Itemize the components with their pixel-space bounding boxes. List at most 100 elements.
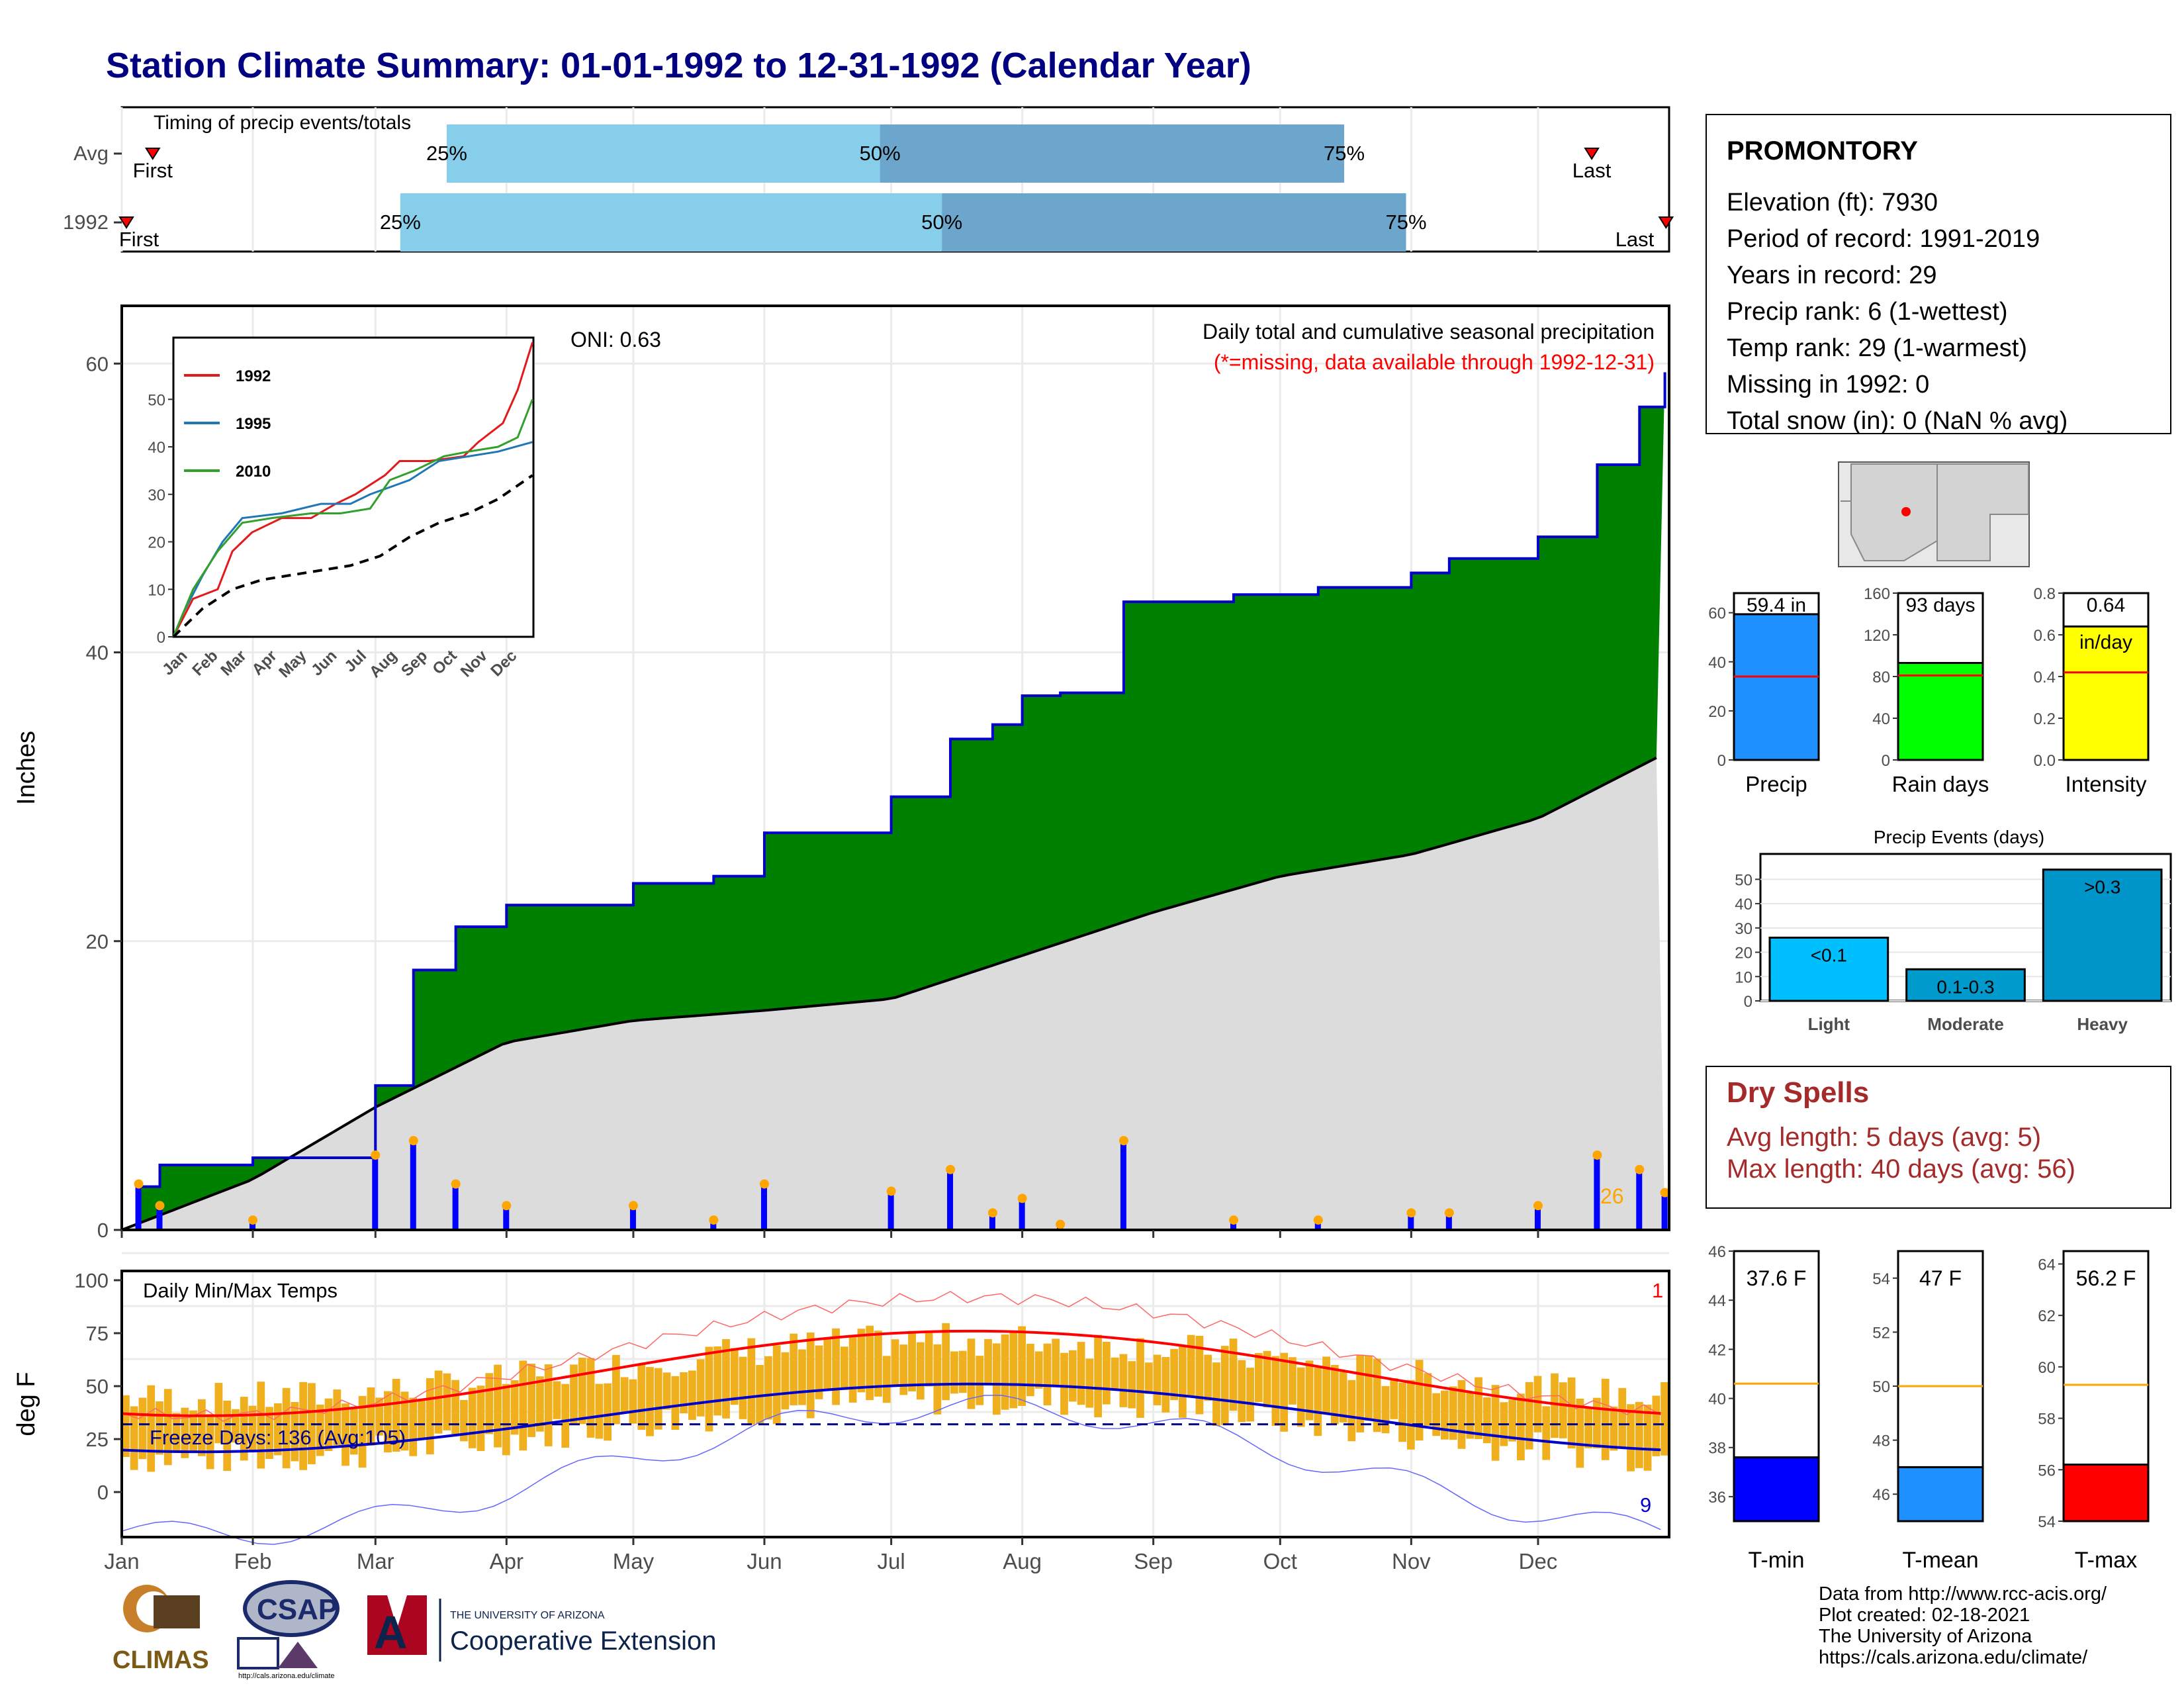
daily-temp-bar xyxy=(604,1383,612,1441)
daily-precip-marker xyxy=(1017,1194,1027,1203)
daily-precip-bar xyxy=(1019,1201,1025,1230)
daily-precip-bar xyxy=(1120,1143,1126,1230)
daily-temp-bar xyxy=(967,1338,976,1409)
daily-temp-bar xyxy=(223,1400,232,1472)
summary-tick-label: 0.2 xyxy=(2034,710,2056,728)
daily-precip-bar xyxy=(989,1215,995,1230)
daily-temp-bar xyxy=(1517,1393,1525,1461)
temp-tick-label: 36 xyxy=(1708,1489,1726,1507)
daily-precip-bar xyxy=(503,1208,510,1230)
timing-last-label: Last xyxy=(1572,159,1612,182)
daily-temp-bar xyxy=(595,1383,604,1439)
daily-temp-bar xyxy=(1153,1354,1161,1405)
climas-text: CLIMAS xyxy=(113,1646,209,1674)
daily-temp-bar xyxy=(1373,1358,1381,1432)
daily-temp-bar xyxy=(908,1331,916,1391)
daily-temp-bar xyxy=(1567,1377,1576,1449)
daily-temp-bar xyxy=(1475,1377,1482,1439)
daily-temp-bar xyxy=(857,1329,866,1393)
timing-bar-25-50 xyxy=(400,193,942,252)
daily-temp-bar xyxy=(299,1382,308,1470)
daily-temp-bar xyxy=(477,1385,485,1451)
daily-temp-bar xyxy=(1280,1352,1289,1432)
daily-temp-bar xyxy=(958,1350,967,1393)
inset-frame xyxy=(172,336,535,638)
daily-precip-marker xyxy=(1444,1208,1454,1218)
month-tick-label: Nov xyxy=(1392,1549,1431,1573)
daily-temp-bar xyxy=(510,1380,519,1435)
daily-temp-bar xyxy=(1238,1360,1246,1423)
summary-tick-label: 60 xyxy=(1708,605,1726,623)
daily-temp-bar xyxy=(1601,1378,1610,1460)
daily-temp-bar xyxy=(1119,1354,1128,1407)
y-tick-label: 60 xyxy=(86,352,109,375)
credit-line: Data from http://www.rcc-acis.org/ xyxy=(1819,1583,2107,1605)
dry-spells-box: Dry Spells Avg length: 5 days (avg: 5) M… xyxy=(1706,1066,2171,1209)
events-tick-label: 30 xyxy=(1735,920,1752,938)
precip-chart: 0 20 40 60 Inches Daily total and cumulative … xyxy=(13,305,1670,1242)
chart-heading: Daily total and cumulative seasonal prec… xyxy=(1203,320,1655,344)
daily-precip-marker xyxy=(987,1208,997,1218)
daily-temp-bar xyxy=(1593,1397,1601,1448)
daily-precip-bar xyxy=(156,1208,163,1230)
daily-temp-bar xyxy=(122,1395,130,1457)
daily-temp-bar xyxy=(1068,1350,1077,1402)
daily-temp-bar xyxy=(764,1356,772,1420)
events-title: Precip Events (days) xyxy=(1874,827,2044,847)
daily-temp-bar xyxy=(815,1345,823,1399)
daily-temp-bar xyxy=(502,1383,510,1456)
temp-tick-label: 62 xyxy=(2038,1307,2056,1325)
daily-temp-bar xyxy=(578,1358,586,1425)
daily-temp-bar xyxy=(1297,1367,1305,1427)
daily-temp-bar xyxy=(1347,1380,1356,1442)
temp-tick-label: 50 xyxy=(1872,1378,1890,1396)
daily-temp-bar xyxy=(544,1364,553,1446)
daily-temp-bar xyxy=(291,1401,299,1462)
daily-temp-bar xyxy=(1533,1376,1542,1432)
daily-temp-bar xyxy=(189,1410,197,1452)
dry-spells-avg: Avg length: 5 days (avg: 5) xyxy=(1727,1123,2042,1152)
temp-chart: 0 25 50 75 100 Jan Feb Mar Apr May Jun Jul Aug Sep Oct… xyxy=(13,1252,1670,1573)
daily-temp-bar xyxy=(392,1378,400,1452)
timing-p25-label: 25% xyxy=(380,211,421,234)
daily-temp-bar xyxy=(1161,1356,1170,1413)
summary-value-label: 59.4 in xyxy=(1747,594,1806,616)
timing-p25-label: 25% xyxy=(426,142,467,165)
daily-temp-bar xyxy=(756,1365,764,1424)
events-bar-label: >0.3 xyxy=(2084,877,2120,898)
temp-value-label: 56.2 F xyxy=(2076,1266,2136,1290)
daily-precip-marker xyxy=(628,1201,638,1211)
temp-tick-label: 42 xyxy=(1708,1341,1726,1359)
station-years: Years in record: 29 xyxy=(1727,261,1937,289)
daily-temp-bar xyxy=(713,1346,722,1416)
daily-temp-bar xyxy=(806,1333,815,1419)
daily-temp-bar xyxy=(1508,1399,1517,1442)
temp-tick-label: 56 xyxy=(2038,1462,2056,1479)
daily-temp-bar xyxy=(248,1405,257,1452)
temp-tick-label: 46 xyxy=(1708,1243,1726,1261)
daily-temp-bar xyxy=(130,1406,138,1470)
daily-temp-bar xyxy=(316,1404,324,1456)
daily-precip-marker xyxy=(1533,1201,1543,1211)
daily-temp-bar xyxy=(375,1397,384,1436)
inset-series-line xyxy=(172,399,533,637)
daily-temp-bar xyxy=(138,1397,147,1460)
cumulative-line-1992 xyxy=(122,372,1666,1231)
temp-bar xyxy=(1733,1456,1820,1523)
temp-y-tick-label: 100 xyxy=(74,1269,109,1292)
daily-temp-bar xyxy=(1449,1386,1457,1440)
inset-average-line xyxy=(172,474,533,638)
daily-precip-marker xyxy=(134,1179,144,1189)
events-bar-label: <0.1 xyxy=(1811,945,1847,966)
location-map xyxy=(1838,461,2030,567)
events-category-label: Moderate xyxy=(1927,1014,2004,1034)
daily-temp-bar xyxy=(1398,1382,1406,1442)
daily-temp-bar xyxy=(1077,1342,1085,1405)
precip-events-chart: Precip Events (days) 0 10 20 30 40 50 <0.1 Light… xyxy=(1735,827,2172,1034)
inset-legend-label: 1995 xyxy=(236,415,271,433)
daily-temp-bar xyxy=(688,1370,696,1420)
daily-temp-bar xyxy=(586,1358,595,1438)
daily-temp-bar xyxy=(443,1373,451,1430)
daily-precip-bar xyxy=(1661,1195,1668,1230)
temp-bar-label: T-mean xyxy=(1902,1548,1978,1573)
